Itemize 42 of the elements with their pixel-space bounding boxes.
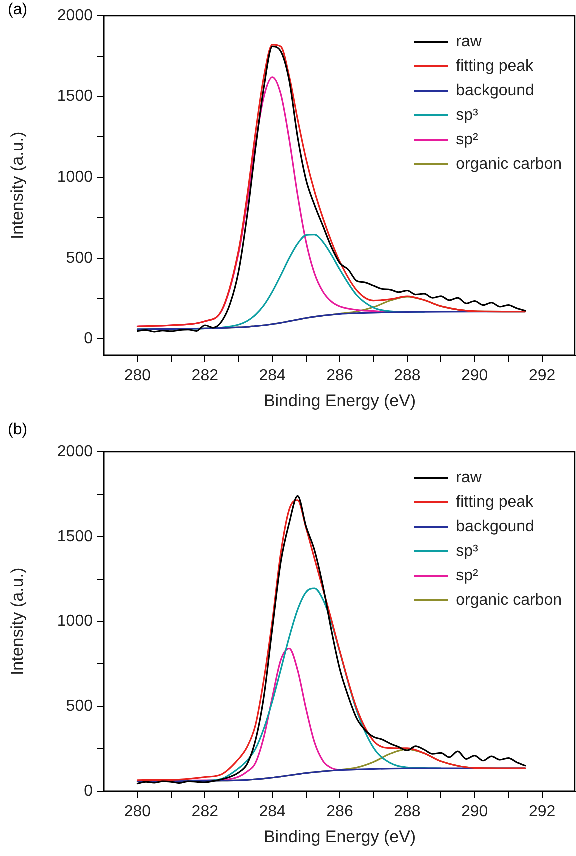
chart-title: (a) bbox=[8, 1, 28, 18]
legend-label: backgound bbox=[456, 82, 534, 100]
y-tick-label: 0 bbox=[84, 330, 94, 348]
y-tick-label: 500 bbox=[66, 250, 94, 267]
y-tick-label: 1000 bbox=[57, 613, 94, 630]
y-tick-label: 1500 bbox=[57, 88, 94, 106]
legend-label: organic carbon bbox=[456, 592, 562, 609]
x-tick-label: 280 bbox=[124, 367, 152, 384]
x-tick-label: 284 bbox=[259, 803, 286, 820]
y-tick-label: 2000 bbox=[57, 443, 94, 460]
legend-label: backgound bbox=[456, 518, 534, 536]
x-tick-label: 292 bbox=[528, 803, 556, 820]
chart-title: (b) bbox=[8, 421, 28, 438]
legend-label: fitting peak bbox=[456, 494, 535, 511]
y-tick-label: 2000 bbox=[57, 7, 94, 24]
legend-label: sp³ bbox=[456, 106, 480, 124]
y-axis-title: Intensity (a.u.) bbox=[8, 568, 27, 676]
y-tick-label: 1000 bbox=[57, 169, 94, 186]
x-tick-label: 290 bbox=[462, 803, 488, 820]
x-axis-title: Binding Energy (eV) bbox=[264, 391, 416, 410]
legend-label: organic carbon bbox=[456, 156, 562, 173]
x-tick-label: 282 bbox=[192, 803, 219, 820]
x-tick-label: 284 bbox=[259, 367, 286, 384]
legend-label: raw bbox=[456, 33, 482, 50]
y-tick-label: 0 bbox=[84, 782, 94, 800]
x-tick-label: 286 bbox=[326, 367, 354, 384]
x-tick-label: 282 bbox=[192, 367, 219, 384]
y-axis-title: Intensity (a.u.) bbox=[8, 132, 27, 240]
y-tick-label: 1500 bbox=[57, 528, 94, 546]
legend-label: sp² bbox=[456, 131, 480, 148]
y-tick-label: 500 bbox=[66, 698, 94, 715]
legend-label: raw bbox=[456, 469, 482, 486]
x-tick-label: 286 bbox=[326, 803, 354, 820]
x-tick-label: 288 bbox=[394, 803, 421, 820]
legend-label: sp² bbox=[456, 567, 480, 584]
legend-label: sp³ bbox=[456, 542, 480, 560]
legend-label: fitting peak bbox=[456, 58, 535, 75]
x-axis-title: Binding Energy (eV) bbox=[264, 827, 416, 846]
x-tick-label: 288 bbox=[394, 367, 421, 384]
x-tick-label: 292 bbox=[528, 367, 556, 384]
x-tick-label: 280 bbox=[124, 803, 152, 820]
x-tick-label: 290 bbox=[462, 367, 488, 384]
